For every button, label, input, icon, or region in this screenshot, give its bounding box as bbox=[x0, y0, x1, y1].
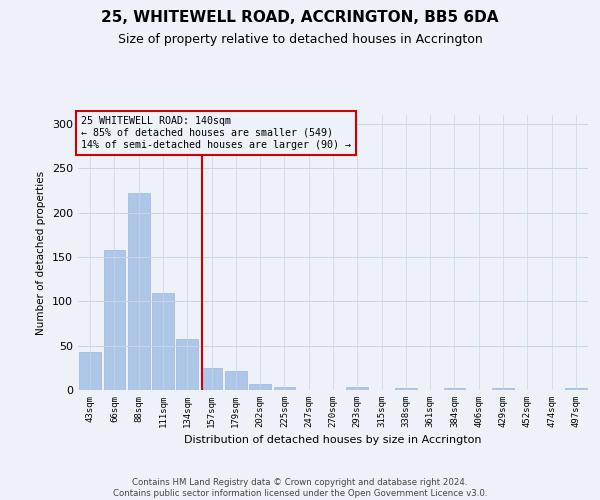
Bar bbox=[225, 372, 247, 390]
Text: 25 WHITEWELL ROAD: 140sqm
← 85% of detached houses are smaller (549)
14% of semi: 25 WHITEWELL ROAD: 140sqm ← 85% of detac… bbox=[80, 116, 350, 150]
Bar bbox=[200, 368, 223, 390]
Bar bbox=[128, 193, 149, 390]
Bar bbox=[176, 340, 198, 390]
Bar bbox=[492, 388, 514, 390]
Bar bbox=[152, 294, 174, 390]
Bar bbox=[249, 384, 271, 390]
Bar bbox=[443, 388, 466, 390]
Y-axis label: Number of detached properties: Number of detached properties bbox=[37, 170, 46, 334]
Text: Distribution of detached houses by size in Accrington: Distribution of detached houses by size … bbox=[184, 435, 482, 445]
Text: 25, WHITEWELL ROAD, ACCRINGTON, BB5 6DA: 25, WHITEWELL ROAD, ACCRINGTON, BB5 6DA bbox=[101, 10, 499, 25]
Text: Size of property relative to detached houses in Accrington: Size of property relative to detached ho… bbox=[118, 32, 482, 46]
Bar bbox=[565, 388, 587, 390]
Bar bbox=[395, 388, 417, 390]
Bar bbox=[346, 388, 368, 390]
Bar bbox=[104, 250, 125, 390]
Bar bbox=[274, 388, 295, 390]
Text: Contains HM Land Registry data © Crown copyright and database right 2024.
Contai: Contains HM Land Registry data © Crown c… bbox=[113, 478, 487, 498]
Bar bbox=[79, 352, 101, 390]
